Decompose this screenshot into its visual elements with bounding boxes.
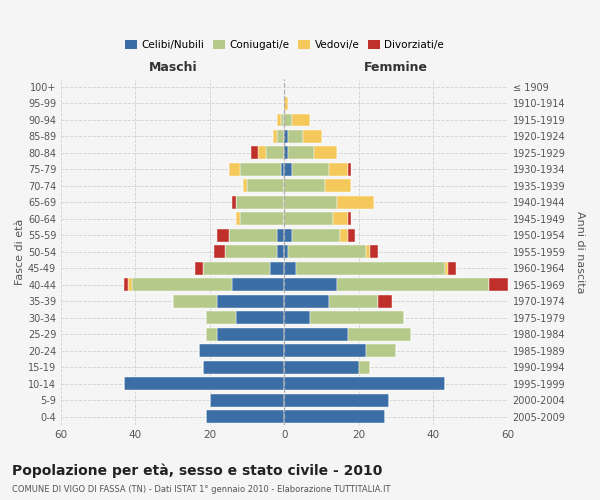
- Bar: [292, 229, 340, 242]
- Bar: [292, 163, 329, 176]
- Bar: [284, 130, 288, 143]
- Bar: [348, 163, 352, 176]
- Bar: [229, 229, 277, 242]
- Bar: [259, 146, 266, 160]
- Bar: [284, 212, 333, 226]
- Bar: [203, 361, 284, 374]
- Bar: [269, 262, 284, 275]
- Bar: [132, 278, 232, 291]
- Bar: [284, 146, 288, 160]
- Bar: [284, 378, 445, 390]
- Bar: [284, 410, 385, 424]
- Bar: [195, 262, 203, 275]
- Bar: [329, 163, 348, 176]
- Bar: [173, 295, 217, 308]
- Bar: [303, 130, 322, 143]
- Bar: [284, 196, 337, 209]
- Bar: [284, 229, 292, 242]
- Bar: [236, 312, 284, 324]
- Bar: [284, 114, 292, 126]
- Bar: [337, 278, 489, 291]
- Bar: [210, 394, 284, 407]
- Bar: [348, 229, 355, 242]
- Bar: [333, 212, 348, 226]
- Bar: [277, 229, 284, 242]
- Bar: [217, 295, 284, 308]
- Bar: [124, 278, 128, 291]
- Bar: [377, 295, 392, 308]
- Bar: [206, 328, 217, 341]
- Bar: [284, 312, 310, 324]
- Text: Maschi: Maschi: [148, 60, 197, 74]
- Bar: [348, 328, 411, 341]
- Bar: [448, 262, 455, 275]
- Bar: [225, 246, 277, 258]
- Text: Femmine: Femmine: [364, 60, 428, 74]
- Bar: [229, 163, 240, 176]
- Bar: [359, 361, 370, 374]
- Bar: [489, 278, 508, 291]
- Bar: [236, 212, 240, 226]
- Bar: [281, 163, 284, 176]
- Bar: [199, 344, 284, 358]
- Bar: [236, 196, 284, 209]
- Bar: [284, 163, 292, 176]
- Bar: [292, 114, 310, 126]
- Bar: [284, 262, 296, 275]
- Bar: [284, 361, 359, 374]
- Bar: [206, 410, 284, 424]
- Bar: [367, 246, 370, 258]
- Bar: [314, 146, 337, 160]
- Bar: [206, 312, 236, 324]
- Bar: [128, 278, 132, 291]
- Bar: [340, 229, 348, 242]
- Bar: [277, 246, 284, 258]
- Bar: [281, 114, 284, 126]
- Bar: [232, 278, 284, 291]
- Bar: [214, 246, 225, 258]
- Bar: [296, 262, 445, 275]
- Bar: [329, 295, 377, 308]
- Legend: Celibi/Nubili, Coniugati/e, Vedovi/e, Divorziati/e: Celibi/Nubili, Coniugati/e, Vedovi/e, Di…: [121, 36, 448, 54]
- Bar: [124, 378, 284, 390]
- Bar: [217, 229, 229, 242]
- Bar: [284, 295, 329, 308]
- Bar: [288, 146, 314, 160]
- Bar: [244, 180, 247, 192]
- Bar: [370, 246, 377, 258]
- Bar: [247, 180, 284, 192]
- Bar: [232, 196, 236, 209]
- Bar: [325, 180, 352, 192]
- Bar: [277, 130, 284, 143]
- Y-axis label: Fasce di età: Fasce di età: [15, 218, 25, 285]
- Y-axis label: Anni di nascita: Anni di nascita: [575, 210, 585, 293]
- Bar: [284, 328, 348, 341]
- Bar: [284, 278, 337, 291]
- Bar: [284, 97, 288, 110]
- Text: Popolazione per età, sesso e stato civile - 2010: Popolazione per età, sesso e stato civil…: [12, 464, 382, 478]
- Bar: [288, 246, 367, 258]
- Bar: [310, 312, 404, 324]
- Bar: [348, 212, 352, 226]
- Bar: [240, 212, 284, 226]
- Bar: [266, 146, 284, 160]
- Text: COMUNE DI VIGO DI FASSA (TN) - Dati ISTAT 1° gennaio 2010 - Elaborazione TUTTITA: COMUNE DI VIGO DI FASSA (TN) - Dati ISTA…: [12, 485, 391, 494]
- Bar: [284, 394, 389, 407]
- Bar: [273, 130, 277, 143]
- Bar: [240, 163, 281, 176]
- Bar: [367, 344, 396, 358]
- Bar: [337, 196, 374, 209]
- Bar: [203, 262, 269, 275]
- Bar: [217, 328, 284, 341]
- Bar: [251, 146, 259, 160]
- Bar: [284, 246, 288, 258]
- Bar: [284, 344, 367, 358]
- Bar: [445, 262, 448, 275]
- Bar: [288, 130, 303, 143]
- Bar: [277, 114, 281, 126]
- Bar: [284, 180, 325, 192]
